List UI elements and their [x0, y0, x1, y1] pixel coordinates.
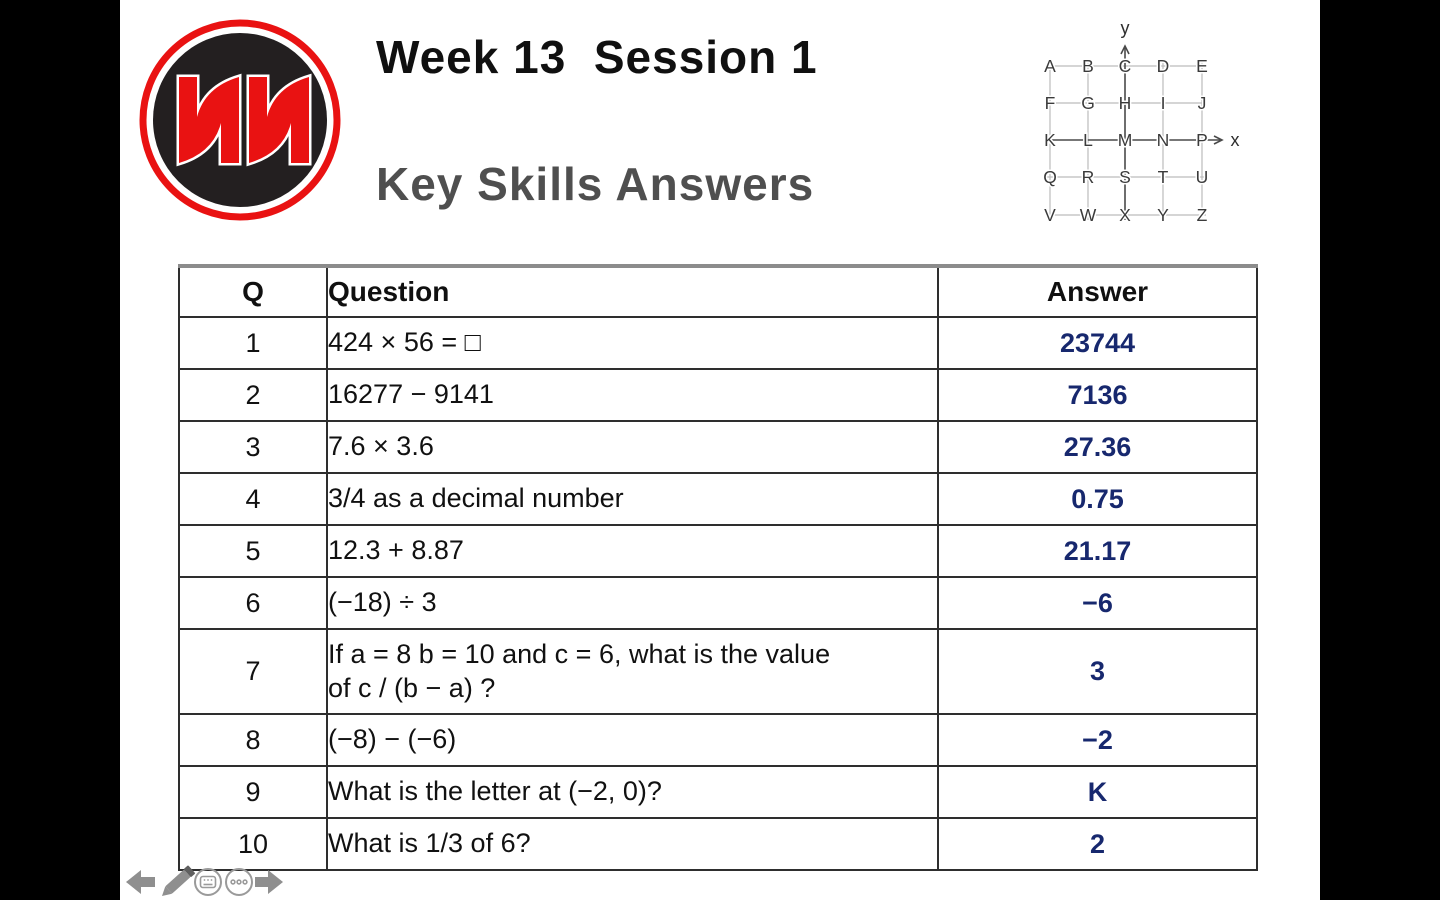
grid-letter: E — [1196, 56, 1208, 76]
y-axis-arrow-icon — [1120, 44, 1130, 55]
answer-value: K — [937, 765, 1258, 819]
grid-axes — [1047, 44, 1224, 220]
table-row: 7 If a = 8 b = 10 and c = 6, what is the… — [178, 628, 1258, 715]
page-title: Week 13 Session 1 — [376, 31, 818, 83]
answer-value: −2 — [937, 713, 1258, 767]
question-number: 4 — [178, 472, 328, 526]
y-axis-label: y — [1121, 18, 1130, 38]
question-number: 1 — [178, 316, 328, 370]
answer-value: 0.75 — [937, 472, 1258, 526]
table-row: 4 3/4 as a decimal number 0.75 — [178, 472, 1258, 526]
table-row: 2 16277 − 9141 7136 — [178, 368, 1258, 422]
logo-nn-glyphs — [176, 73, 312, 167]
question-number: 8 — [178, 713, 328, 767]
pen-tip-icon — [162, 886, 173, 896]
grid-letter: S — [1119, 167, 1131, 187]
header-q: Q — [178, 265, 328, 318]
grid-letter: L — [1083, 130, 1093, 150]
question-number: 7 — [178, 628, 328, 715]
grid-letter: R — [1082, 167, 1095, 187]
page-subtitle: Key Skills Answers — [376, 158, 815, 210]
answer-value: 23744 — [937, 316, 1258, 370]
question-number: 9 — [178, 765, 328, 819]
grid-letter: V — [1044, 205, 1056, 225]
answer-value: −6 — [937, 576, 1258, 630]
question-number: 6 — [178, 576, 328, 630]
grid-letter: C — [1119, 56, 1132, 76]
table-row: 6 (−18) ÷ 3 −6 — [178, 576, 1258, 630]
grid-letter: X — [1119, 205, 1131, 225]
table-header-row: Q Question Answer — [178, 265, 1258, 318]
table-row: 3 7.6 × 3.6 27.36 — [178, 420, 1258, 474]
answer-value: 3 — [937, 628, 1258, 715]
question-text: (−18) ÷ 3 — [326, 576, 939, 630]
grid-letter: Q — [1043, 167, 1057, 187]
header-answer: Answer — [937, 265, 1258, 318]
table-row: 10 What is 1/3 of 6? 2 — [178, 817, 1258, 871]
grid-letter: F — [1045, 93, 1056, 113]
answers-table: Q Question Answer 1 424 × 56 = □ 23744 2… — [178, 264, 1258, 871]
grid-letter: P — [1196, 130, 1208, 150]
question-text: 12.3 + 8.87 — [326, 524, 939, 578]
more-options-button[interactable] — [225, 868, 253, 896]
presenter-toolbar — [126, 865, 283, 900]
question-number: 5 — [178, 524, 328, 578]
question-text: 16277 − 9141 — [326, 368, 939, 422]
table-row: 1 424 × 56 = □ 23744 — [178, 316, 1258, 370]
header-question: Question — [326, 265, 939, 318]
question-text: What is 1/3 of 6? — [326, 817, 939, 871]
grid-letter: H — [1119, 93, 1132, 113]
answer-value: 7136 — [937, 368, 1258, 422]
table-row: 5 12.3 + 8.87 21.17 — [178, 524, 1258, 578]
grid-letter: K — [1044, 130, 1056, 150]
previous-slide-button[interactable] — [126, 870, 155, 894]
grid-letter: T — [1158, 167, 1169, 187]
table-row: 8 (−8) − (−6) −2 — [178, 713, 1258, 767]
question-text: (−8) − (−6) — [326, 713, 939, 767]
question-text: If a = 8 b = 10 and c = 6, what is the v… — [326, 628, 939, 715]
grid-letter: N — [1157, 130, 1170, 150]
grid-letter: W — [1080, 205, 1097, 225]
grid-letter: B — [1082, 56, 1094, 76]
question-text: 3/4 as a decimal number — [326, 472, 939, 526]
grid-letter: Y — [1157, 205, 1169, 225]
numeracy-ninjas-logo — [139, 19, 341, 221]
keyboard-button[interactable] — [194, 868, 222, 896]
letter-coordinate-grid: y x A B C D E F G H I J K L M N P Q R — [1042, 18, 1240, 227]
next-slide-button[interactable] — [255, 870, 283, 894]
table-row: 9 What is the letter at (−2, 0)? K — [178, 765, 1258, 819]
grid-letter: A — [1044, 56, 1056, 76]
pen-cap-icon — [183, 865, 195, 877]
question-number: 10 — [178, 817, 328, 871]
grid-letter: Z — [1197, 205, 1208, 225]
keyboard-icon — [199, 875, 217, 889]
grid-letters: A B C D E F G H I J K L M N P Q R S T U — [1042, 55, 1210, 227]
question-text: 7.6 × 3.6 — [326, 420, 939, 474]
pen-tool-button[interactable] — [158, 865, 195, 900]
grid-letter: G — [1081, 93, 1095, 113]
grid-letter: U — [1196, 167, 1209, 187]
grid-letter: D — [1157, 56, 1170, 76]
grid-letter: I — [1161, 93, 1166, 113]
answer-value: 2 — [937, 817, 1258, 871]
question-number: 3 — [178, 420, 328, 474]
answer-value: 27.36 — [937, 420, 1258, 474]
answer-value: 21.17 — [937, 524, 1258, 578]
question-text: What is the letter at (−2, 0)? — [326, 765, 939, 819]
ellipsis-icon — [230, 879, 248, 885]
grid-letter: J — [1198, 93, 1207, 113]
question-number: 2 — [178, 368, 328, 422]
question-text: 424 × 56 = □ — [326, 316, 939, 370]
x-axis-arrow-icon — [1213, 135, 1224, 145]
pen-body-icon — [165, 869, 191, 894]
slide: Week 13 Session 1 Key Skills Answers — [120, 0, 1320, 900]
grid-letter: M — [1118, 130, 1133, 150]
logo-outer-ring — [139, 19, 341, 221]
x-axis-label: x — [1231, 130, 1240, 150]
